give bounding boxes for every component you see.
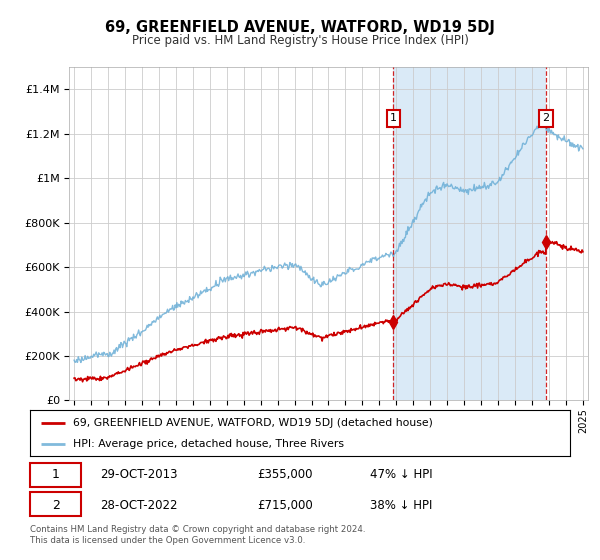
Text: 38% ↓ HPI: 38% ↓ HPI [370,498,433,512]
Text: HPI: Average price, detached house, Three Rivers: HPI: Average price, detached house, Thre… [73,439,344,449]
Text: 69, GREENFIELD AVENUE, WATFORD, WD19 5DJ: 69, GREENFIELD AVENUE, WATFORD, WD19 5DJ [105,20,495,35]
Text: 1: 1 [52,468,60,482]
Text: £355,000: £355,000 [257,468,312,482]
Text: Contains HM Land Registry data © Crown copyright and database right 2024.
This d: Contains HM Land Registry data © Crown c… [30,525,365,545]
Text: 29-OCT-2013: 29-OCT-2013 [100,468,178,482]
Text: 2: 2 [542,113,550,123]
Bar [394,67,546,400]
Text: Price paid vs. HM Land Registry's House Price Index (HPI): Price paid vs. HM Land Registry's House … [131,34,469,46]
Text: 69, GREENFIELD AVENUE, WATFORD, WD19 5DJ (detached house): 69, GREENFIELD AVENUE, WATFORD, WD19 5DJ… [73,418,433,428]
FancyBboxPatch shape [30,463,82,487]
FancyBboxPatch shape [30,492,82,516]
Text: 47% ↓ HPI: 47% ↓ HPI [370,468,433,482]
Text: 28-OCT-2022: 28-OCT-2022 [100,498,178,512]
Text: £715,000: £715,000 [257,498,313,512]
Text: 2: 2 [52,498,60,512]
Text: 1: 1 [390,113,397,123]
